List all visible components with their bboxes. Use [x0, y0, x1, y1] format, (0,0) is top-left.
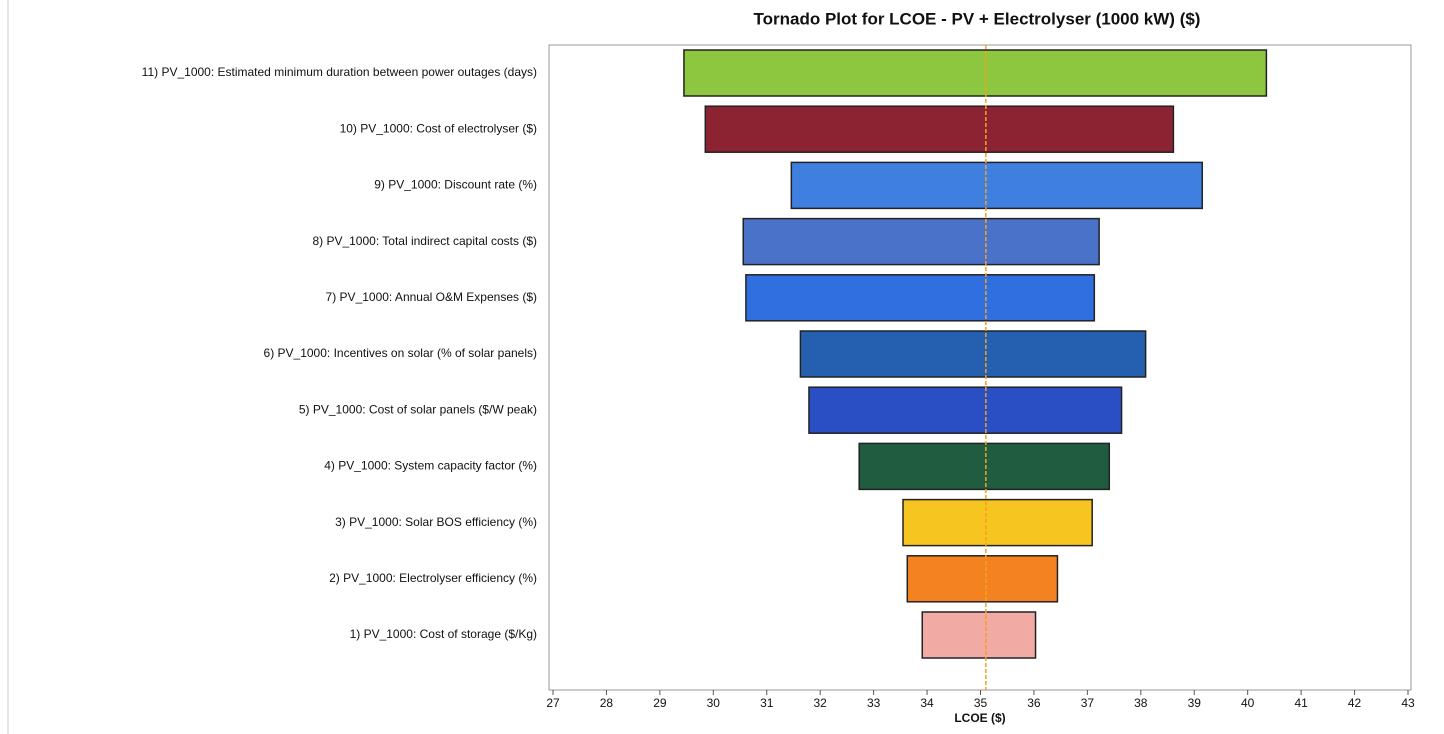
x-tick-label: 29: [653, 696, 667, 710]
x-tick-label: 32: [814, 696, 828, 710]
bar: [799, 330, 1147, 378]
bar: [902, 498, 1093, 547]
x-tick-label: 34: [920, 696, 934, 710]
x-axis-label: LCOE ($): [954, 711, 1005, 725]
bar: [704, 105, 1175, 153]
x-tick-label: 33: [867, 696, 881, 710]
category-label: 3) PV_1000: Solar BOS efficiency (%): [335, 515, 537, 529]
x-tick-label: 38: [1134, 696, 1148, 710]
category-label: 4) PV_1000: System capacity factor (%): [324, 459, 537, 473]
x-tick-label: 39: [1188, 696, 1202, 710]
x-tick-label: 28: [600, 696, 614, 710]
chart-title: Tornado Plot for LCOE - PV + Electrolyse…: [754, 9, 1201, 28]
x-tick-label: 31: [760, 696, 774, 710]
x-tick-label: 37: [1081, 696, 1095, 710]
category-label: 8) PV_1000: Total indirect capital costs…: [312, 234, 537, 248]
category-label: 10) PV_1000: Cost of electrolyser ($): [340, 121, 537, 135]
x-tick-label: 30: [707, 696, 721, 710]
bar: [921, 611, 1037, 659]
x-tick-label: 40: [1241, 696, 1255, 710]
category-label: 1) PV_1000: Cost of storage ($/Kg): [350, 627, 537, 641]
category-label: 11) PV_1000: Estimated minimum duration …: [142, 65, 537, 79]
category-label: 5) PV_1000: Cost of solar panels ($/W pe…: [299, 402, 537, 416]
category-label: 2) PV_1000: Electrolyser efficiency (%): [329, 571, 537, 585]
x-tick-label: 27: [546, 696, 560, 710]
x-tick-label: 41: [1294, 696, 1308, 710]
bar: [745, 274, 1096, 322]
x-tick-label: 35: [974, 696, 988, 710]
x-tick-label: 42: [1348, 696, 1362, 710]
bar: [808, 386, 1123, 434]
bar: [742, 217, 1100, 266]
category-label: 6) PV_1000: Incentives on solar (% of so…: [264, 346, 537, 360]
bar: [790, 161, 1204, 210]
bar: [683, 49, 1268, 97]
bar: [906, 555, 1059, 603]
x-tick-label: 36: [1027, 696, 1041, 710]
category-label: 9) PV_1000: Discount rate (%): [374, 178, 537, 192]
bar: [858, 442, 1111, 491]
category-label: 7) PV_1000: Annual O&M Expenses ($): [326, 290, 537, 304]
x-tick-label: 43: [1401, 696, 1415, 710]
